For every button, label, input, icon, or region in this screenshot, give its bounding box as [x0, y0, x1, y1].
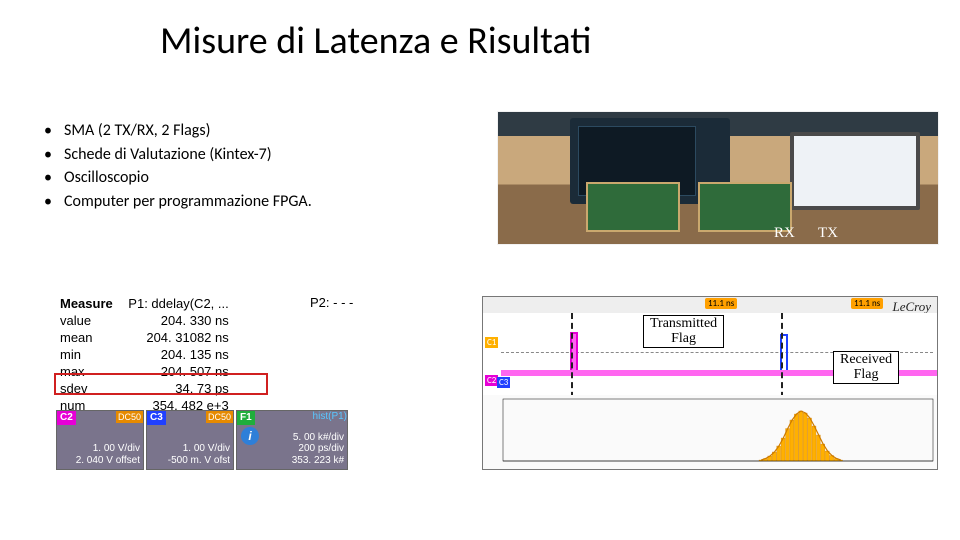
slide: Misure di Latenza e Risultati • SMA (2 T…: [0, 0, 960, 540]
channel-f1: F1 hist(P1) i 5. 00 k#/div 200 ps/div 35…: [236, 410, 348, 470]
slide-title: Misure di Latenza e Risultati: [160, 18, 591, 64]
bullet-list: • SMA (2 TX/RX, 2 Flags) •Schede di Valu…: [44, 120, 312, 214]
scope-screenshot: LeCroy 11.1 ns 11.1 ns C1 C2 C3 F1 Trans…: [482, 296, 938, 470]
laptop-icon: [790, 132, 920, 210]
tag-c3: C3: [147, 411, 166, 425]
max-cell: 204. 507 ns: [119, 363, 235, 380]
hist-label: hist(P1): [313, 411, 347, 423]
bullet-1: SMA (2 TX/RX, 2 Flags): [64, 120, 210, 142]
channel-panels: C2 DC50 1. 00 V/div 2. 040 V offset C3 D…: [56, 410, 348, 468]
min-cell: 204. 135 ns: [119, 346, 235, 363]
timestamp-pill: 11.1 ns: [705, 298, 737, 309]
dc-c3: DC50: [206, 411, 233, 423]
bullet-4: Computer per programmazione FPGA.: [64, 191, 312, 213]
lab-photo: RX TX: [498, 112, 938, 244]
measure-p2: P2: - - -: [310, 295, 353, 310]
callout-tx: TransmittedFlag: [643, 315, 724, 348]
bullet-3: Oscilloscopio: [64, 167, 149, 189]
trace-tag-c1: C1: [485, 337, 498, 348]
fpga-board-icon: [586, 182, 680, 232]
tag-c2: C2: [57, 411, 76, 425]
sdev-cell: 34. 73 ps: [119, 380, 235, 397]
callout-rx: ReceivedFlag: [833, 351, 899, 384]
measure-header: Measure: [60, 295, 119, 312]
bullet-2: Schede di Valutazione (Kintex-7): [64, 144, 272, 166]
channel-c2: C2 DC50 1. 00 V/div 2. 040 V offset: [56, 410, 144, 470]
tag-f1: F1: [237, 411, 255, 425]
histogram-chart: [483, 395, 937, 469]
timestamp-pill: 11.1 ns: [851, 298, 883, 309]
value-cell: 204. 330 ns: [119, 312, 235, 329]
channel-c3: C3 DC50 1. 00 V/div -500 m. V ofst: [146, 410, 234, 470]
dc-c2: DC50: [116, 411, 143, 423]
label-tx: TX: [818, 225, 838, 242]
mean-cell: 204. 31082 ns: [119, 329, 235, 346]
measure-p1: P1: ddelay(C2, ...: [119, 295, 235, 312]
label-rx: RX: [774, 225, 795, 242]
trace-tag-c3: C3: [497, 377, 510, 388]
